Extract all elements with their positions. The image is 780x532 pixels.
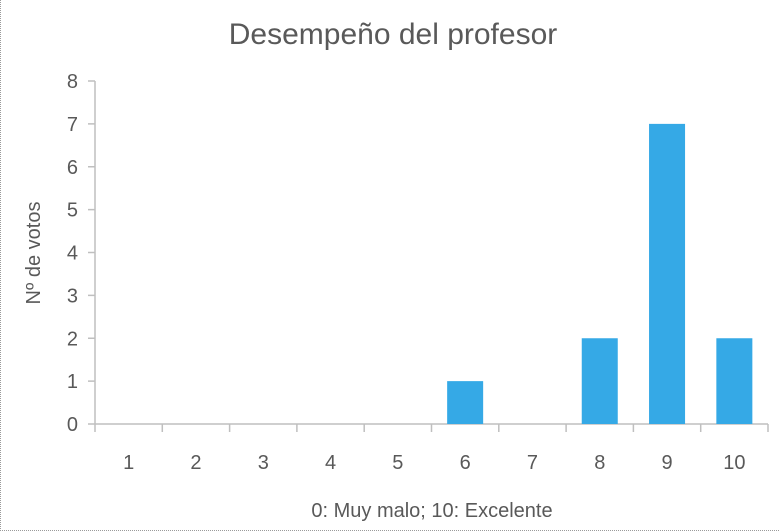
y-tick-label: 6 [67, 157, 78, 179]
bar [716, 338, 753, 424]
y-tick-label: 4 [67, 243, 78, 265]
chart-title: Desempeño del profesor [229, 18, 558, 51]
x-tick-label: 3 [258, 452, 269, 474]
bar [581, 338, 618, 424]
x-tick-label: 8 [594, 452, 605, 474]
y-axis: 0 1 2 3 4 5 6 7 8 [67, 71, 96, 436]
bar [447, 381, 484, 424]
bar [649, 123, 686, 424]
y-tick-label: 0 [67, 414, 78, 436]
x-tick-label: 9 [661, 452, 672, 474]
x-axis-label: 0: Muy malo; 10: Excelente [311, 500, 552, 522]
x-tick-label: 1 [123, 452, 134, 474]
y-tick-label: 5 [67, 200, 78, 222]
x-tick-label: 4 [325, 452, 336, 474]
bars [447, 123, 753, 424]
y-tick-label: 3 [67, 285, 78, 307]
x-axis: 1 2 3 4 5 6 7 8 9 10 [94, 423, 769, 474]
y-axis-label: Nº de votos [23, 202, 45, 305]
x-tick-label: 6 [460, 452, 471, 474]
y-tick-label: 2 [67, 328, 78, 350]
x-tick-label: 7 [527, 452, 538, 474]
x-tick-label: 5 [392, 452, 403, 474]
y-tick-label: 1 [67, 371, 78, 393]
y-tick-label: 8 [67, 71, 78, 93]
x-tick-label: 10 [723, 452, 745, 474]
x-tick-label: 2 [190, 452, 201, 474]
y-tick-label: 7 [67, 114, 78, 136]
